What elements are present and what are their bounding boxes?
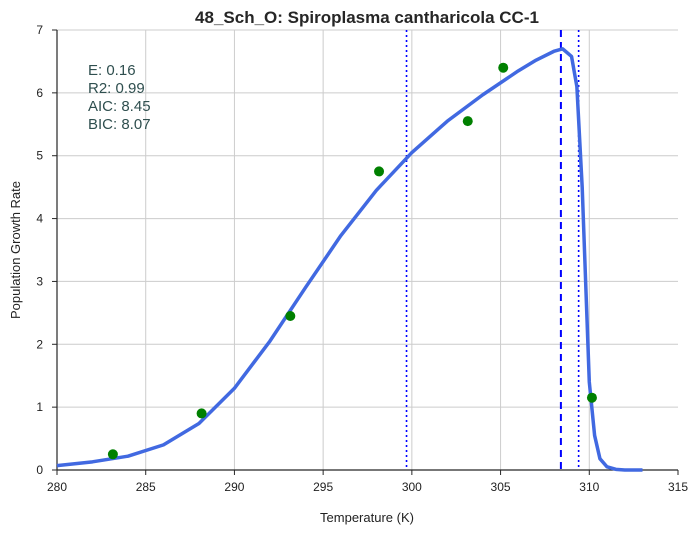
data-point: [374, 166, 385, 177]
stat-aic: AIC: 8.45: [88, 98, 151, 115]
x-tick-label: 285: [136, 480, 156, 494]
data-point: [498, 62, 509, 73]
x-tick-label: 295: [313, 480, 333, 494]
data-point: [462, 116, 473, 127]
series: [56, 47, 643, 472]
y-tick-label: 5: [36, 149, 43, 163]
tick-labels: 280 285 290 295 300 305 310 315 0 1 2 3 4 5 6 7: [36, 23, 688, 494]
y-tick-label: 0: [36, 463, 43, 477]
x-tick-label: 305: [491, 480, 511, 494]
stat-bic: BIC: 8.07: [88, 116, 151, 133]
stats-box: E: 0.16 R2: 0.99 AIC: 8.45 BIC: 8.07: [88, 62, 151, 133]
x-tick-label: 310: [579, 480, 599, 494]
x-tick-label: 290: [224, 480, 244, 494]
y-tick-label: 1: [36, 400, 43, 414]
y-tick-label: 2: [36, 337, 43, 351]
y-tick-label: 7: [36, 23, 43, 37]
y-tick-label: 3: [36, 274, 43, 288]
data-point: [107, 449, 118, 460]
y-tick-label: 4: [36, 212, 43, 226]
chart-title: 48_Sch_O: Spiroplasma cantharicola CC-1: [195, 8, 539, 27]
stat-r2: R2: 0.99: [88, 80, 145, 97]
y-axis-label: Population Growth Rate: [8, 181, 23, 319]
data-point: [586, 392, 597, 403]
grid: [57, 29, 678, 470]
x-tick-label: 300: [402, 480, 422, 494]
x-tick-label: 280: [47, 480, 67, 494]
reference-lines: [405, 30, 580, 470]
axes: [52, 29, 679, 475]
stat-e: E: 0.16: [88, 62, 136, 79]
data-point: [196, 408, 207, 419]
data-point: [285, 311, 296, 321]
y-tick-label: 6: [36, 86, 43, 100]
fit-curve: [56, 47, 643, 472]
x-tick-label: 315: [668, 480, 688, 494]
x-axis-label: Temperature (K): [320, 510, 414, 525]
